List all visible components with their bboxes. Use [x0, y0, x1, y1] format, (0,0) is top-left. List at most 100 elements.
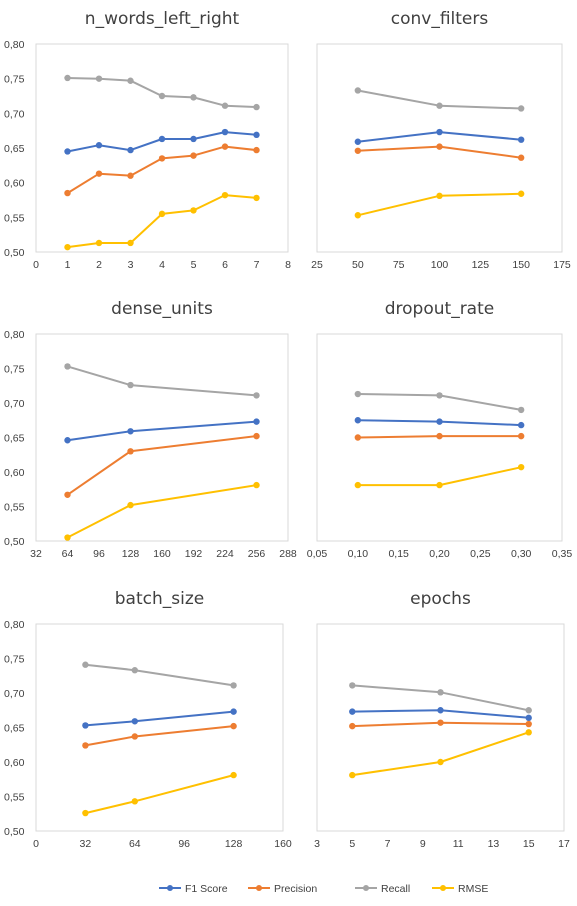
legend-marker — [167, 885, 173, 891]
data-point-recall — [127, 381, 134, 389]
data-point-precision — [436, 143, 443, 150]
y-tick-label: 0,50 — [4, 826, 25, 838]
series-line-f1-score — [85, 710, 234, 727]
data-point-f1-score — [253, 418, 260, 425]
x-tick-label: 128 — [122, 548, 140, 560]
x-tick-label: 96 — [178, 838, 190, 850]
data-point-recall — [354, 390, 362, 398]
data-point-f1-score — [354, 138, 362, 145]
data-point-precision — [64, 189, 71, 197]
legend-label: Recall — [381, 883, 410, 895]
data-point-precision — [354, 434, 362, 441]
data-point-rmse — [82, 809, 89, 817]
series-line-recall — [67, 365, 257, 397]
x-tick-label: 25 — [311, 259, 323, 271]
data-point-recall — [354, 87, 362, 94]
chart-title: dropout_rate — [385, 299, 494, 319]
data-point-rmse — [64, 243, 71, 251]
data-point-f1-score — [127, 428, 134, 435]
data-point-precision — [253, 146, 260, 154]
data-point-recall — [436, 392, 443, 399]
data-point-precision — [221, 143, 229, 150]
data-point-recall — [95, 75, 103, 82]
x-tick-label: 128 — [225, 838, 243, 850]
data-point-rmse — [127, 501, 134, 509]
data-point-recall — [253, 103, 260, 111]
data-point-recall — [525, 707, 532, 714]
data-point-f1-score — [525, 714, 532, 722]
y-tick-label: 0,65 — [4, 433, 25, 445]
y-tick-label: 0,55 — [4, 792, 25, 804]
data-point-precision — [131, 733, 138, 740]
legend-item-f1-score: F1 Score — [159, 883, 228, 895]
data-point-rmse — [517, 190, 525, 197]
data-point-rmse — [158, 210, 166, 218]
data-point-precision — [253, 432, 260, 440]
x-tick-label: 11 — [453, 838, 464, 850]
y-tick-label: 0,50 — [4, 247, 25, 259]
data-point-f1-score — [127, 146, 134, 154]
x-tick-label: 32 — [30, 548, 42, 560]
data-point-recall — [64, 74, 71, 82]
data-point-f1-score — [230, 708, 237, 715]
data-point-rmse — [253, 481, 260, 489]
data-point-rmse — [253, 194, 260, 202]
legend-marker — [363, 885, 369, 891]
data-point-recall — [436, 102, 443, 109]
x-tick-label: 6 — [222, 259, 228, 271]
data-point-rmse — [525, 729, 532, 736]
data-point-f1-score — [354, 417, 362, 424]
legend: F1 Score Precision Recall RMSE — [159, 883, 488, 895]
x-tick-label: 2 — [96, 259, 102, 271]
data-point-rmse — [349, 771, 356, 779]
legend-item-rmse: RMSE — [432, 883, 488, 895]
y-tick-label: 0,75 — [4, 74, 25, 86]
y-tick-label: 0,70 — [4, 688, 25, 700]
x-tick-label: 0,10 — [348, 548, 369, 560]
data-point-precision — [127, 172, 134, 179]
x-tick-label: 5 — [349, 838, 355, 850]
data-point-recall — [437, 689, 444, 696]
legend-label: F1 Score — [185, 883, 228, 895]
data-point-precision — [190, 152, 197, 159]
x-tick-label: 3 — [314, 838, 320, 850]
y-tick-label: 0,75 — [4, 364, 25, 376]
data-point-rmse — [64, 534, 71, 541]
x-tick-label: 0,20 — [429, 548, 450, 560]
data-point-precision — [436, 432, 443, 440]
legend-label: Precision — [274, 883, 317, 895]
data-point-recall — [158, 92, 166, 100]
data-point-precision — [127, 448, 134, 455]
series-line-precision — [85, 725, 234, 747]
y-tick-label: 0,70 — [4, 108, 25, 120]
x-tick-label: 64 — [62, 548, 74, 560]
x-tick-label: 64 — [129, 838, 141, 850]
chart-title: epochs — [410, 589, 471, 609]
x-tick-label: 75 — [393, 259, 405, 271]
data-point-precision — [230, 722, 237, 730]
x-tick-label: 13 — [488, 838, 500, 850]
data-point-precision — [354, 147, 362, 154]
data-point-f1-score — [190, 135, 197, 143]
x-tick-label: 175 — [553, 259, 571, 271]
x-tick-label: 0,35 — [552, 548, 573, 560]
x-tick-label: 0,15 — [388, 548, 409, 560]
series-line-precision — [66, 435, 257, 496]
chart-panel-epochs: epochs 3 5 7 9 11 13 15 17 — [314, 589, 570, 850]
data-point-rmse — [354, 212, 362, 219]
chart-title: n_words_left_right — [85, 9, 240, 29]
series-line-rmse — [67, 484, 257, 539]
data-point-f1-score — [221, 128, 229, 136]
plot-area — [35, 623, 284, 832]
plot-area — [35, 43, 289, 253]
series-line-precision — [66, 145, 257, 194]
data-point-recall — [517, 406, 525, 414]
data-point-recall — [517, 105, 525, 112]
data-point-f1-score — [95, 142, 103, 149]
x-tick-label: 160 — [153, 548, 171, 560]
x-tick-label: 8 — [285, 259, 291, 271]
series-line-rmse — [67, 194, 257, 249]
legend-marker — [440, 885, 446, 891]
chart-title: dense_units — [111, 299, 213, 319]
data-point-precision — [82, 742, 89, 749]
